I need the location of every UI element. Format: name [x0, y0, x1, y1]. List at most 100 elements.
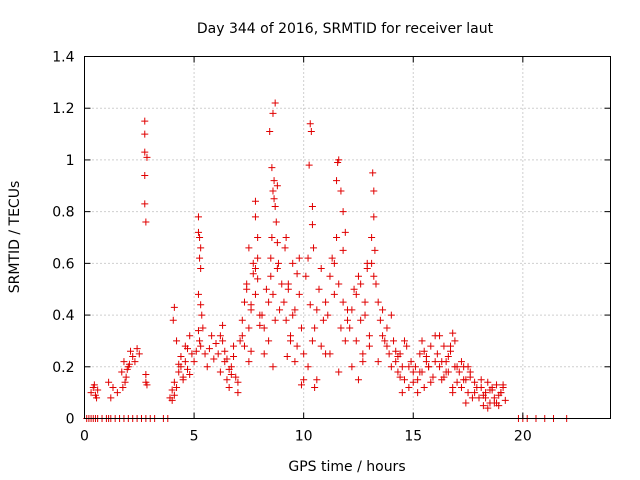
data-point: [357, 316, 365, 324]
data-point: [280, 298, 288, 306]
data-point: [361, 311, 369, 319]
data-point: [418, 337, 426, 345]
plot-frame: [84, 56, 611, 419]
data-point: [196, 254, 204, 262]
data-point: [341, 228, 349, 236]
data-point: [87, 389, 95, 397]
data-point: [105, 378, 113, 386]
data-point: [192, 347, 200, 355]
data-point: [403, 342, 411, 350]
data-point: [427, 342, 435, 350]
data-point: [141, 117, 149, 125]
data-point: [269, 187, 277, 195]
data-point: [249, 259, 257, 267]
data-point: [475, 394, 483, 402]
data-point: [119, 383, 127, 391]
data-point: [455, 368, 463, 376]
data-point: [308, 221, 316, 229]
data-point: [291, 358, 299, 366]
data-point: [370, 272, 378, 280]
data-point: [245, 244, 253, 252]
data-point: [464, 389, 472, 397]
data-point: [251, 265, 259, 273]
data-point: [313, 306, 321, 314]
data-point: [335, 156, 343, 164]
data-point: [300, 350, 308, 358]
data-point: [363, 265, 371, 273]
data-point: [306, 120, 314, 128]
data-point: [210, 355, 218, 363]
data-point: [141, 148, 149, 156]
data-point: [447, 342, 455, 350]
data-point: [405, 363, 413, 371]
data-point: [129, 352, 137, 360]
data-point: [379, 332, 387, 340]
data-point: [354, 272, 362, 280]
data-point: [479, 402, 487, 410]
data-point: [484, 378, 492, 386]
data-point: [289, 311, 297, 319]
data-point: [484, 404, 492, 412]
data-point: [376, 316, 384, 324]
data-point: [227, 371, 235, 379]
data-point: [390, 337, 398, 345]
data-point: [201, 350, 209, 358]
data-point: [339, 298, 347, 306]
data-point: [306, 301, 314, 309]
data-point: [216, 332, 224, 340]
data-point: [324, 311, 332, 319]
data-point: [276, 306, 284, 314]
data-point: [383, 342, 391, 350]
data-point: [293, 270, 301, 278]
data-point: [282, 234, 290, 241]
grid: [84, 56, 611, 419]
y-tick-label: 0.2: [52, 360, 74, 376]
data-point: [352, 290, 360, 298]
data-point: [308, 337, 316, 345]
data-point: [449, 389, 457, 397]
data-point: [194, 228, 202, 236]
data-point: [232, 373, 240, 381]
data-point: [127, 347, 135, 355]
y-tick-label: 1: [66, 153, 75, 169]
data-point: [230, 342, 238, 350]
data-point: [304, 363, 312, 371]
data-point: [436, 332, 444, 340]
data-point: [271, 202, 279, 210]
data-point: [420, 347, 428, 355]
data-point: [308, 202, 316, 210]
data-point: [451, 363, 459, 371]
data-point: [143, 153, 151, 161]
data-point: [350, 285, 358, 293]
data-point: [400, 376, 408, 384]
data-point: [190, 358, 198, 366]
data-point: [414, 389, 422, 397]
y-tick-label: 1.4: [52, 50, 74, 66]
data-point: [335, 368, 343, 376]
data-point: [216, 368, 224, 376]
data-point: [462, 399, 470, 407]
data-point: [453, 378, 461, 386]
data-point: [365, 332, 373, 340]
data-point: [93, 394, 101, 402]
data-point: [269, 109, 277, 117]
data-point: [464, 363, 472, 371]
data-point: [123, 365, 131, 373]
data-point: [295, 290, 303, 298]
data-point: [466, 368, 474, 376]
data-point: [251, 197, 259, 205]
data-point: [249, 270, 257, 278]
data-point: [221, 347, 229, 355]
data-point: [107, 394, 115, 402]
data-point: [302, 272, 310, 280]
data-point: [313, 376, 321, 384]
data-point: [197, 265, 205, 273]
data-point: [315, 285, 323, 293]
data-point: [307, 127, 315, 135]
data-point: [293, 342, 301, 350]
data-point: [269, 363, 277, 371]
data-point: [199, 324, 207, 332]
data-point: [287, 332, 295, 340]
data-point: [352, 337, 360, 345]
data-point: [186, 371, 194, 379]
